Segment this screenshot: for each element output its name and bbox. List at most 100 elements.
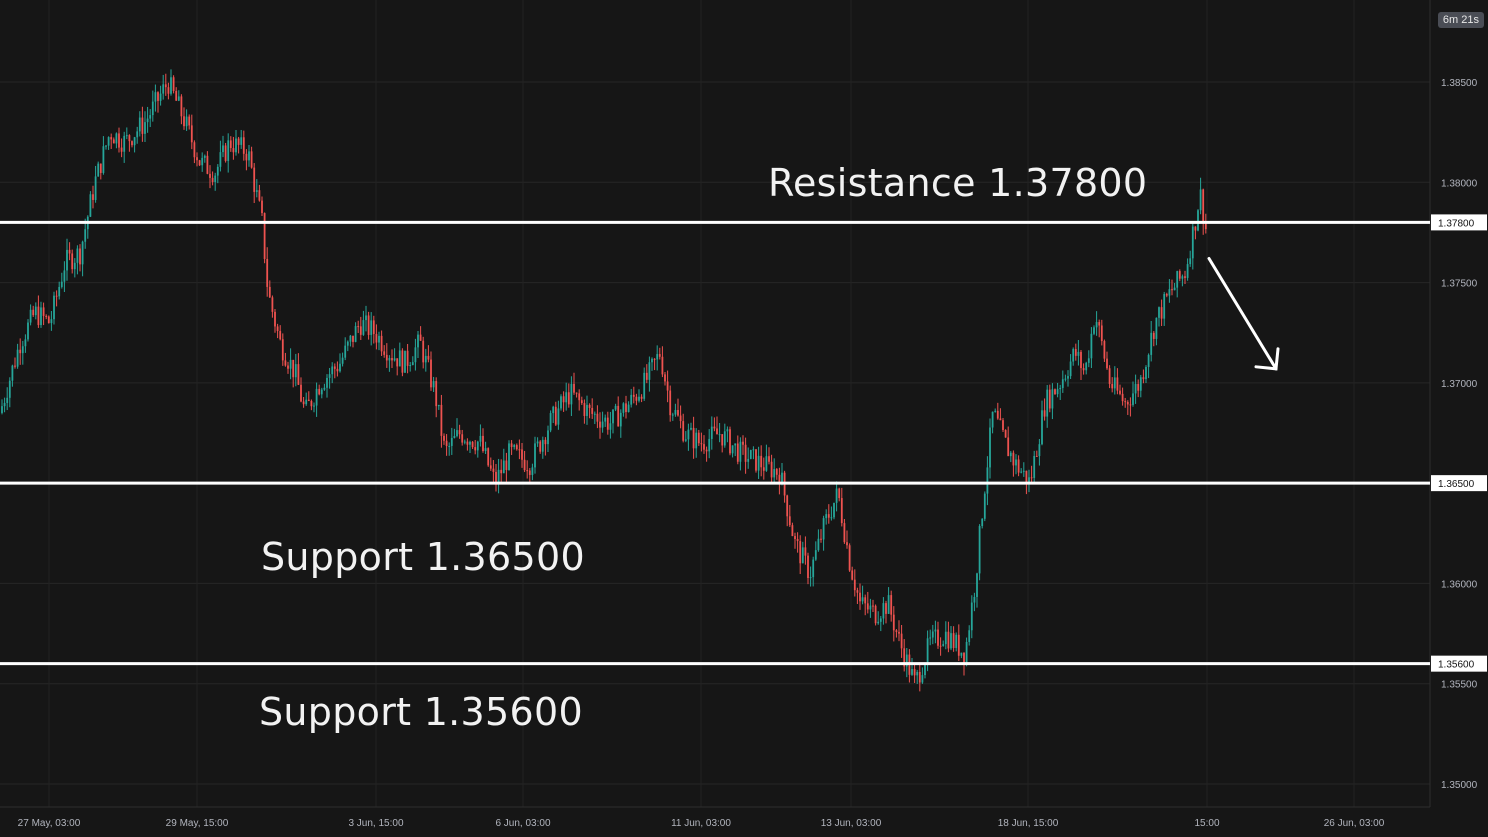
candle-body bbox=[149, 115, 152, 119]
candle-body bbox=[463, 441, 466, 443]
candle-body bbox=[1139, 377, 1142, 391]
candle-body bbox=[198, 160, 201, 166]
candle-body bbox=[164, 84, 167, 88]
candle-body bbox=[284, 360, 287, 366]
candle-body bbox=[947, 631, 950, 649]
candle-body bbox=[567, 392, 570, 405]
candle-body bbox=[73, 262, 76, 270]
candle-body bbox=[612, 409, 614, 424]
candle-body bbox=[903, 648, 906, 667]
candle-body bbox=[978, 526, 981, 574]
candle-body bbox=[170, 77, 172, 94]
candle-body bbox=[729, 429, 731, 454]
candle-body bbox=[479, 435, 482, 442]
candle-body bbox=[58, 286, 61, 297]
candle-body bbox=[853, 579, 856, 591]
candle-body bbox=[1072, 349, 1075, 362]
candle-body bbox=[63, 270, 66, 282]
candle-body bbox=[1124, 401, 1127, 403]
candle-body bbox=[224, 145, 227, 161]
candle-body bbox=[804, 547, 807, 556]
price-axis[interactable]: 1.38500 1.38000 1.37500 1.37000 1.36500 1.360… bbox=[1431, 78, 1487, 791]
candle-body bbox=[687, 429, 690, 440]
candle-body bbox=[372, 320, 375, 334]
candle-body bbox=[812, 559, 815, 578]
candle-body bbox=[341, 357, 344, 364]
candle-body bbox=[177, 96, 180, 101]
candle-body bbox=[232, 148, 235, 153]
candle-body bbox=[157, 92, 159, 101]
projection-arrow bbox=[1207, 257, 1280, 371]
candle-body bbox=[305, 399, 308, 405]
candle-body bbox=[1007, 437, 1010, 457]
candle-body bbox=[1048, 389, 1051, 409]
candle-body bbox=[575, 392, 578, 394]
candle-body bbox=[422, 340, 425, 363]
candle-body bbox=[409, 365, 412, 367]
candle-body bbox=[560, 396, 562, 409]
level-price-tag-label: 1.37800 bbox=[1438, 218, 1475, 229]
candle-body bbox=[68, 249, 71, 254]
time-axis[interactable]: 27 May, 03:00 29 May, 15:00 3 Jun, 15:00 6 … bbox=[18, 818, 1385, 829]
time-tick-label: 29 May, 15:00 bbox=[166, 818, 229, 829]
level-price-tag-label: 1.36500 bbox=[1438, 479, 1475, 490]
candle-body bbox=[1197, 210, 1199, 231]
candle-body bbox=[162, 84, 165, 94]
candle-body bbox=[458, 430, 461, 435]
candle-body bbox=[700, 443, 703, 445]
candle-body bbox=[47, 316, 50, 324]
candle-body bbox=[518, 449, 521, 451]
candle-body bbox=[775, 469, 778, 475]
candle-body bbox=[435, 381, 438, 407]
candle-body bbox=[697, 432, 700, 444]
candle-body bbox=[375, 333, 378, 343]
candle-body bbox=[528, 470, 531, 475]
candle-body bbox=[500, 469, 503, 474]
candle-body bbox=[645, 372, 648, 380]
candle-body bbox=[115, 133, 118, 144]
candle-body bbox=[34, 306, 37, 316]
candle-body bbox=[807, 555, 809, 578]
candle-body bbox=[476, 441, 479, 451]
candle-body bbox=[757, 455, 760, 471]
candle-body bbox=[294, 364, 297, 378]
candle-body bbox=[705, 449, 708, 452]
level-price-tag bbox=[1431, 655, 1487, 672]
candle-body bbox=[112, 139, 115, 144]
candle-body bbox=[541, 439, 544, 452]
candle-body bbox=[794, 536, 796, 540]
candle-body bbox=[554, 406, 557, 425]
arrow-head bbox=[1254, 347, 1280, 371]
candle-body bbox=[851, 570, 854, 580]
candle-body bbox=[1163, 294, 1166, 319]
candle-body bbox=[339, 363, 341, 372]
candle-body bbox=[107, 137, 110, 146]
candle-body bbox=[1178, 271, 1181, 279]
candle-body bbox=[1038, 444, 1041, 457]
candle-body bbox=[253, 167, 256, 192]
candle-body bbox=[50, 319, 53, 324]
candle-body bbox=[300, 384, 302, 402]
candle-body bbox=[443, 435, 445, 441]
candle-body bbox=[596, 413, 599, 422]
candle-body bbox=[120, 147, 123, 152]
candle-body bbox=[866, 603, 869, 610]
candle-body bbox=[417, 334, 419, 348]
candle-body bbox=[359, 326, 362, 335]
candle-body bbox=[588, 404, 591, 408]
candle-body bbox=[983, 493, 986, 519]
candle-body bbox=[346, 341, 349, 346]
candle-body bbox=[882, 603, 885, 619]
candle-body bbox=[242, 137, 245, 154]
price-tick-label: 1.37000 bbox=[1441, 379, 1478, 390]
candle-body bbox=[846, 542, 848, 546]
candle-body bbox=[419, 334, 422, 341]
candle-body bbox=[102, 146, 105, 173]
candle-body bbox=[817, 538, 820, 551]
candle-body bbox=[401, 350, 404, 373]
candle-body bbox=[331, 366, 334, 375]
candle-body bbox=[271, 297, 274, 312]
candle-body bbox=[570, 383, 573, 405]
candle-body bbox=[874, 605, 877, 624]
